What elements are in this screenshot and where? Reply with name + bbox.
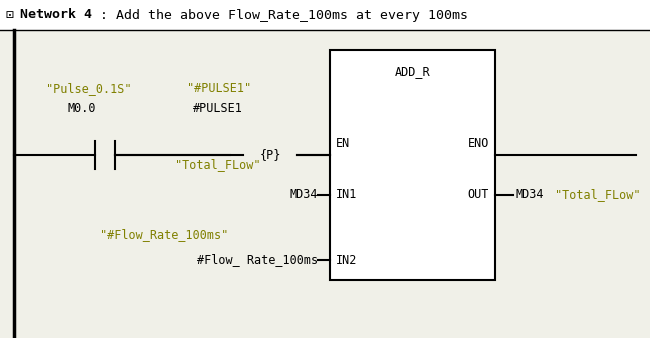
Text: "Pulse_0.1S": "Pulse_0.1S" xyxy=(46,82,131,95)
Text: IN1: IN1 xyxy=(336,189,358,201)
Text: Network 4: Network 4 xyxy=(20,8,92,22)
Text: "Total_FLow": "Total_FLow" xyxy=(555,189,640,201)
Text: ADD_R: ADD_R xyxy=(395,66,430,78)
Text: MD34: MD34 xyxy=(515,189,543,201)
Text: ⊡: ⊡ xyxy=(6,8,14,22)
Text: : Add the above Flow_Rate_100ms at every 100ms: : Add the above Flow_Rate_100ms at every… xyxy=(100,8,468,22)
Text: MD34: MD34 xyxy=(289,189,318,201)
Text: M0.0: M0.0 xyxy=(67,102,96,115)
Text: {P}: {P} xyxy=(259,148,281,162)
Bar xyxy=(330,50,495,280)
Text: ENO: ENO xyxy=(467,137,489,150)
Text: "#Flow_Rate_100ms": "#Flow_Rate_100ms" xyxy=(100,228,228,241)
Bar xyxy=(0,0,650,30)
Text: #Flow_ Rate_100ms: #Flow_ Rate_100ms xyxy=(197,254,318,266)
Text: "#PULSE1": "#PULSE1" xyxy=(187,82,251,95)
Text: EN: EN xyxy=(336,137,350,150)
Text: IN2: IN2 xyxy=(336,254,358,266)
Text: "Total_FLow": "Total_FLow" xyxy=(175,158,261,171)
Text: OUT: OUT xyxy=(467,189,489,201)
Text: #PULSE1: #PULSE1 xyxy=(193,102,243,115)
